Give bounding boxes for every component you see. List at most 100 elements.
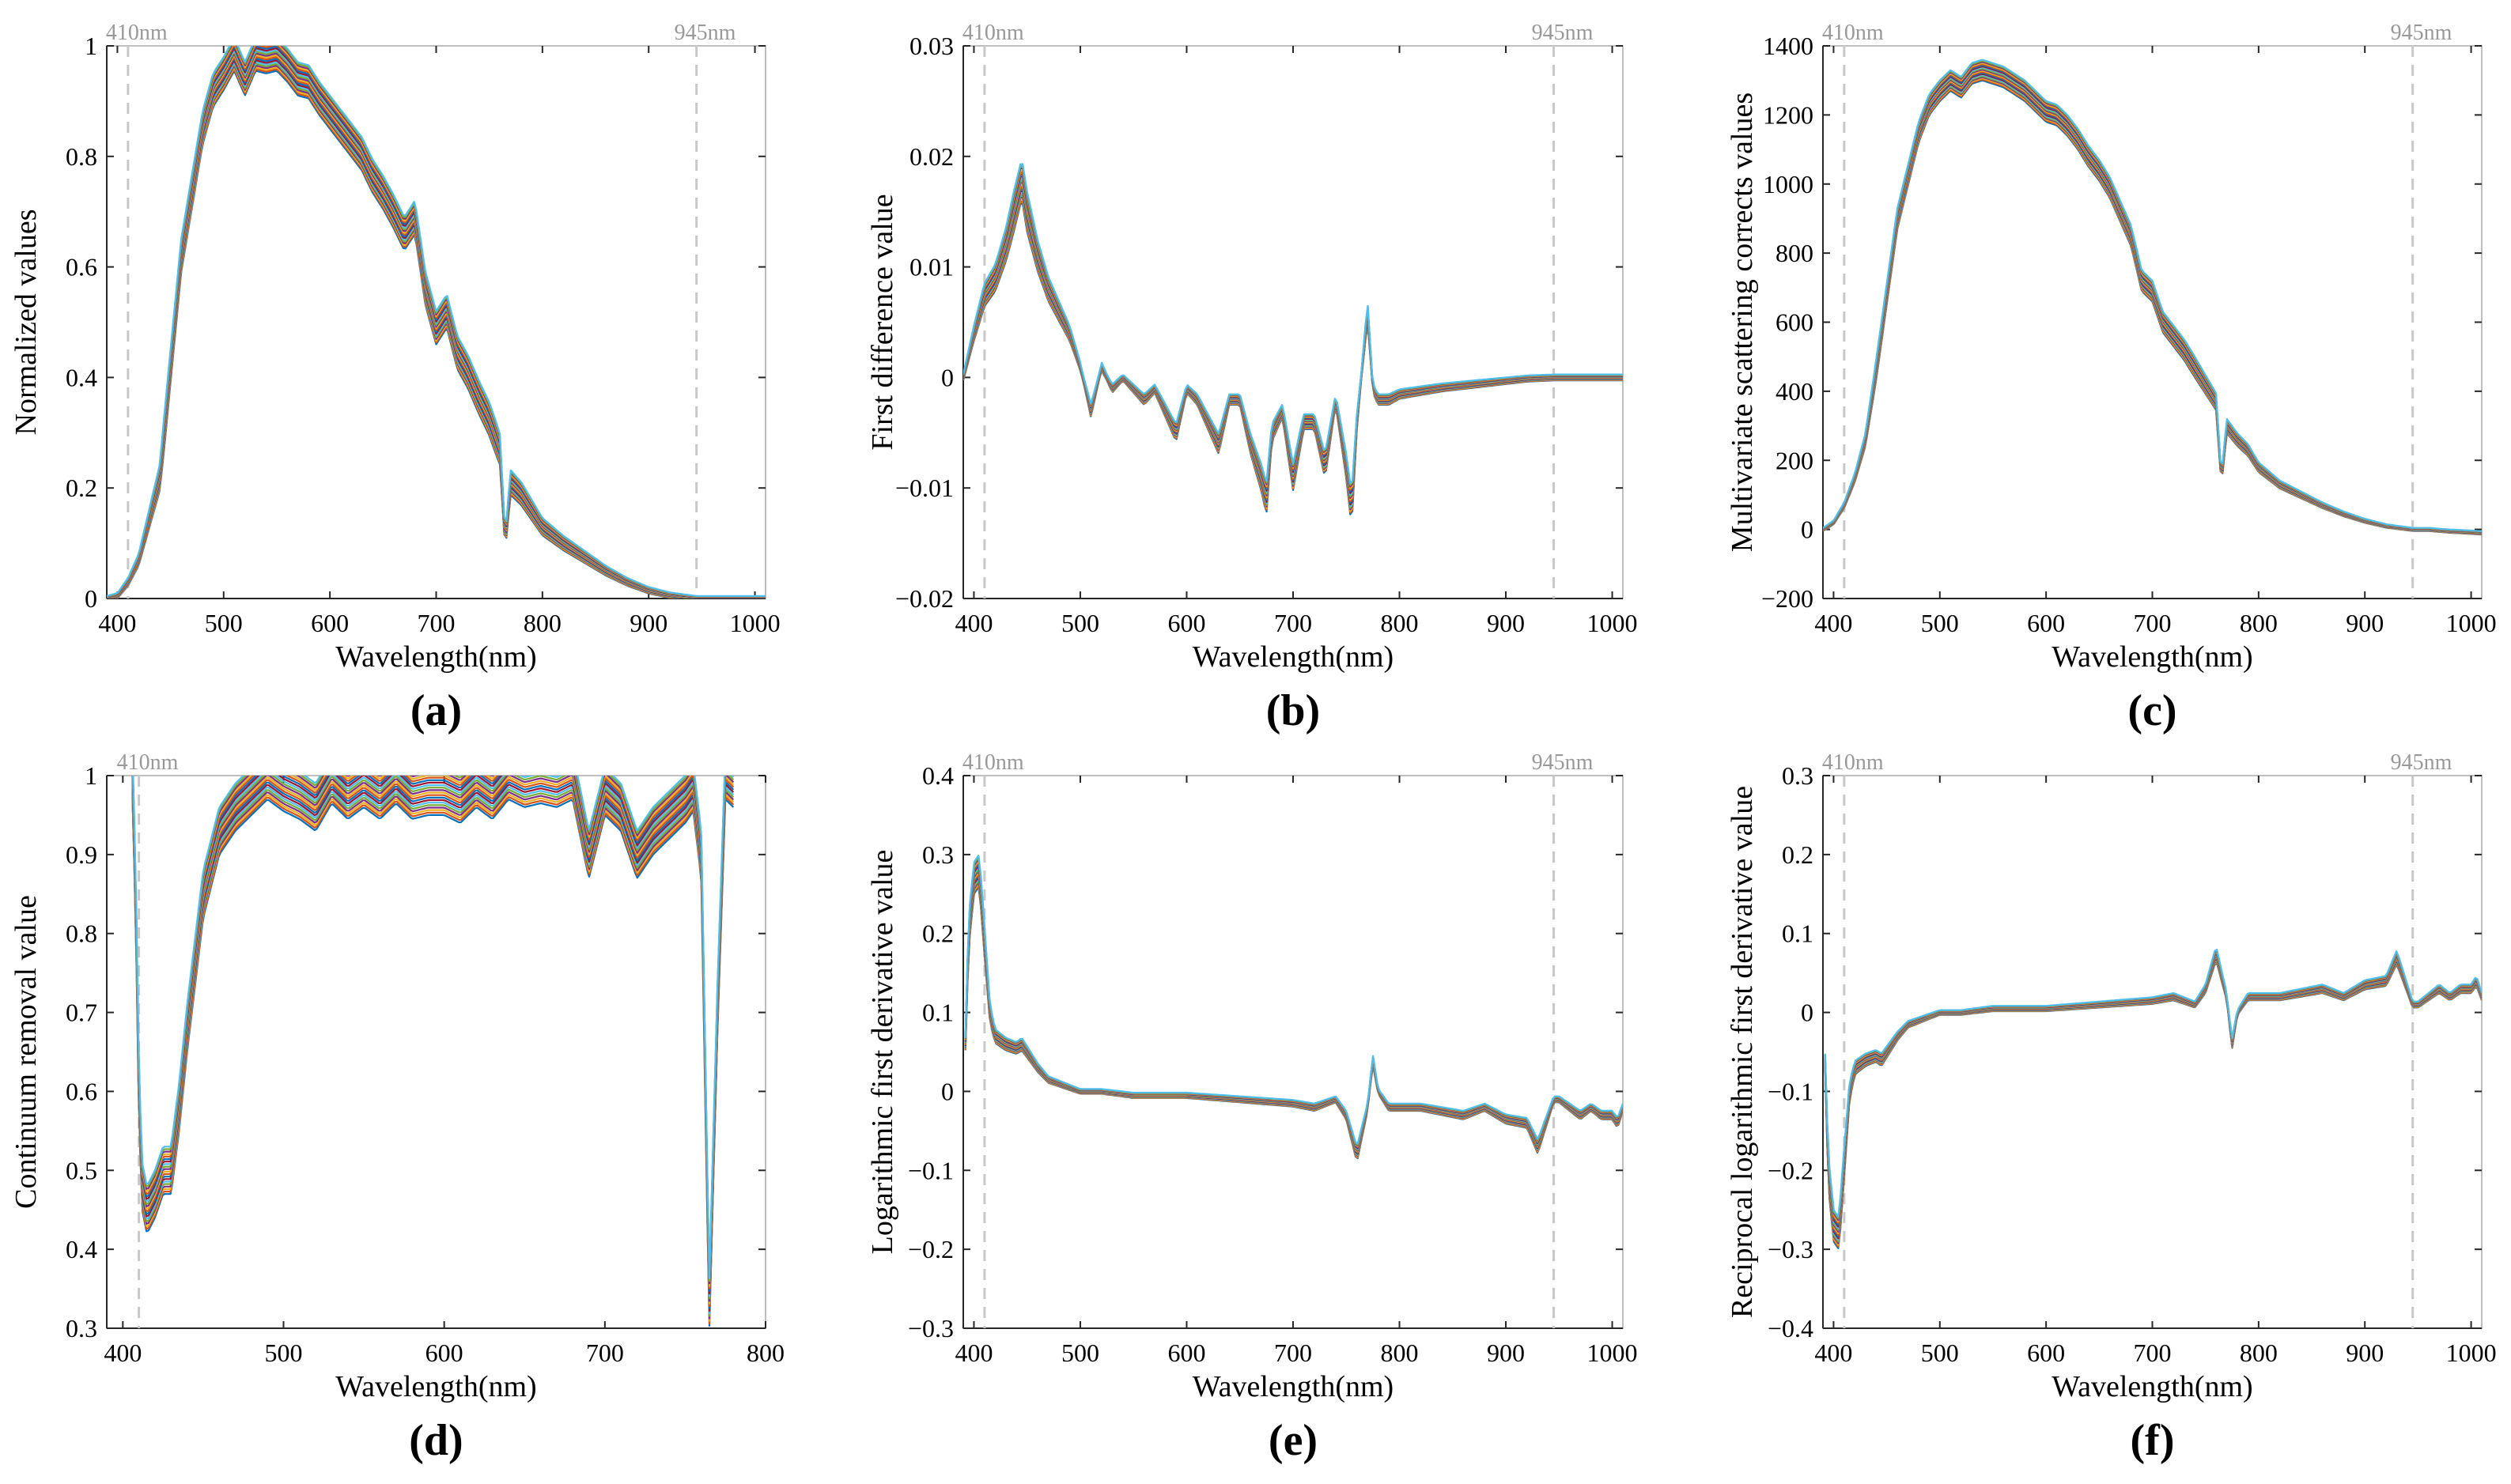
marker-label: 945nm <box>675 21 736 45</box>
x-tick-label: 600 <box>311 609 349 637</box>
x-tick-label: 800 <box>747 1339 785 1367</box>
x-tick-label: 900 <box>2346 609 2384 637</box>
y-tick-label: 0 <box>941 1077 954 1105</box>
panel-label: (e) <box>1269 1416 1318 1465</box>
series-line-8 <box>964 874 1623 1154</box>
series-line-12 <box>964 867 1623 1151</box>
y-axis-label: First difference value <box>866 194 899 450</box>
x-tick-label: 900 <box>1487 1339 1525 1367</box>
x-tick-label: 500 <box>1921 609 1959 637</box>
y-tick-label: 0.8 <box>66 142 97 171</box>
y-tick-label: 0.2 <box>1782 840 1813 869</box>
y-axis-label: Continuum removal value <box>9 895 43 1209</box>
x-tick-label: 600 <box>425 1339 463 1367</box>
y-tick-label: −0.3 <box>908 1314 954 1342</box>
marker-label: 410nm <box>962 750 1024 775</box>
x-tick-label: 800 <box>524 609 562 637</box>
x-tick-label: 900 <box>2346 1339 2384 1367</box>
x-tick-label: 500 <box>1061 1339 1099 1367</box>
marker-label: 945nm <box>2391 750 2452 775</box>
series-line-5 <box>1823 75 2482 535</box>
y-tick-label: 800 <box>1775 239 1813 267</box>
y-tick-label: −0.2 <box>908 1235 954 1263</box>
y-tick-label: 1400 <box>1763 32 1813 60</box>
x-axis-label: Wavelength(nm) <box>1193 1370 1394 1403</box>
series-group <box>107 46 766 599</box>
y-tick-label: 0.03 <box>909 32 954 60</box>
panel-label: (f) <box>2131 1416 2175 1465</box>
x-tick-label: 500 <box>264 1339 302 1367</box>
x-tick-label: 800 <box>1381 1339 1419 1367</box>
y-tick-label: 0.5 <box>66 1156 97 1184</box>
y-tick-label: 1 <box>85 761 97 790</box>
y-tick-label: 0.1 <box>1782 919 1813 948</box>
chart-panel-f: 400 500 600 700 800 900 1000 −0.4 −0.3 −0.2 −0.1 0 0… <box>1726 750 2497 1465</box>
y-tick-label: 0.2 <box>66 474 97 502</box>
x-tick-label: 700 <box>2134 1339 2172 1367</box>
x-tick-label: 1000 <box>730 609 781 637</box>
series-line-16 <box>1824 951 2482 1225</box>
x-tick-label: 1000 <box>2446 1339 2497 1367</box>
x-tick-label: 700 <box>418 609 456 637</box>
series-line-19 <box>1824 949 2482 1220</box>
y-tick-label: −0.1 <box>1768 1077 1813 1105</box>
y-tick-label: 0.6 <box>66 1077 97 1105</box>
y-tick-label: −0.01 <box>895 474 954 502</box>
y-tick-label: 0.02 <box>909 142 954 171</box>
x-tick-label: 700 <box>2134 609 2172 637</box>
marker-label: 410nm <box>1822 750 1884 775</box>
y-axis-label: Reciprocal logarithmic first derivative … <box>1726 786 1759 1318</box>
series-line-9 <box>963 186 1623 503</box>
series-line-16 <box>963 171 1623 491</box>
x-tick-label: 700 <box>1274 1339 1312 1367</box>
series-line-20 <box>132 776 726 1280</box>
chart-panel-c: 400 500 600 700 800 900 1000 −200 0 200 400 600 800 1… <box>1726 21 2497 735</box>
series-line-17 <box>1824 950 2482 1223</box>
series-line-4 <box>1823 76 2482 535</box>
y-tick-label: 1200 <box>1763 100 1813 129</box>
marker-label: 945nm <box>2391 21 2452 45</box>
series-line-2 <box>1824 961 2482 1248</box>
x-axis-label: Wavelength(nm) <box>1193 640 1394 674</box>
series-line-8 <box>963 188 1623 504</box>
series-line-20 <box>963 163 1623 485</box>
series-line-20 <box>964 855 1623 1145</box>
series-line-3 <box>131 793 735 1322</box>
series-line-7 <box>964 876 1623 1155</box>
x-tick-label: 400 <box>955 1339 993 1367</box>
y-axis-label: Multivariate scattering corrects values <box>1726 93 1759 552</box>
x-tick-label: 600 <box>1167 1339 1205 1367</box>
x-axis-label: Wavelength(nm) <box>335 640 536 674</box>
x-tick-label: 1000 <box>1587 609 1638 637</box>
y-tick-label: 0.1 <box>922 999 954 1027</box>
series-line-14 <box>1824 953 2482 1228</box>
x-tick-label: 700 <box>1274 609 1312 637</box>
x-tick-label: 800 <box>2240 609 2278 637</box>
series-line-6 <box>1823 74 2482 535</box>
series-line-12 <box>963 179 1623 497</box>
y-tick-label: 0.3 <box>66 1314 97 1342</box>
series-line-6 <box>964 878 1623 1156</box>
chart-panel-d: 400 500 600 700 800 0.3 0.4 0.5 0.6 0.7 0.8 0.9 1 410… <box>9 750 785 1465</box>
marker-label: 410nm <box>106 21 168 45</box>
series-line-3 <box>1823 77 2482 535</box>
panel-label: (b) <box>1266 686 1320 735</box>
series-line-18 <box>1824 950 2482 1222</box>
y-tick-label: 0.7 <box>66 999 97 1027</box>
panel-label: (d) <box>409 1416 463 1465</box>
x-tick-label: 1000 <box>1587 1339 1638 1367</box>
y-tick-label: 0.9 <box>66 840 97 869</box>
series-line-13 <box>963 177 1623 496</box>
x-axis-label: Wavelength(nm) <box>335 1370 536 1403</box>
plot-frame <box>1822 775 2483 1329</box>
series-line-4 <box>1824 960 2482 1244</box>
series-line-10 <box>964 871 1623 1153</box>
series-line-15 <box>1824 952 2482 1226</box>
y-tick-label: −0.2 <box>1768 1156 1813 1184</box>
y-tick-label: 0.6 <box>66 253 97 281</box>
chart-panel-a: 400 500 600 700 800 900 1000 0 0.2 0.4 0.6 0.8 1 410n… <box>9 21 781 735</box>
series-line-2 <box>1823 78 2482 536</box>
x-tick-label: 400 <box>955 609 993 637</box>
y-tick-label: 0 <box>1801 999 1813 1027</box>
